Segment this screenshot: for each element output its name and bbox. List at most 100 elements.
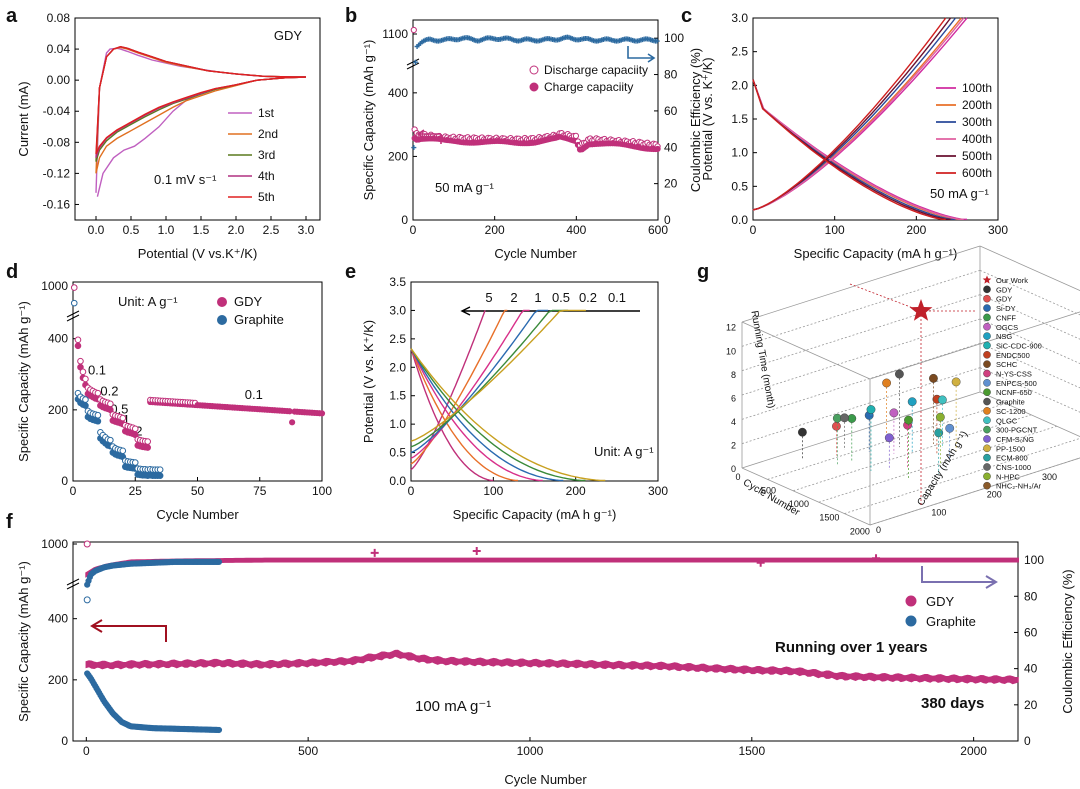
x-tick-label: 0 [735, 472, 740, 482]
legend-marker [217, 315, 227, 325]
ce-outlier [472, 547, 481, 556]
x-tick-label: 25 [129, 484, 143, 498]
rate-point [107, 400, 114, 408]
y-tick-label: 1.0 [731, 146, 748, 160]
axis-break [66, 310, 80, 318]
legend-label: GDY [234, 294, 263, 309]
y-tick-label: 3.5 [389, 275, 406, 289]
box-edge [741, 391, 981, 469]
rate-label: 2 [510, 290, 517, 305]
x-tick-label: 1.0 [158, 223, 175, 237]
x-tick-label: 2000 [850, 526, 870, 536]
work-marker [866, 405, 876, 414]
y-tick-label: 400 [48, 332, 68, 346]
discharge-curve-rate-1 [410, 348, 543, 482]
x-tick-label: 1.5 [193, 223, 210, 237]
y-tick-label: 400 [48, 612, 68, 626]
x-tick-label: 0 [83, 744, 90, 758]
y2-tick-label: 40 [664, 140, 678, 154]
legend-label: N-YS-CSS [996, 370, 1032, 379]
work-marker [934, 428, 944, 438]
x-axis-label: Cycle Number [156, 507, 239, 522]
box-edge [767, 403, 1006, 480]
legend-marker [983, 332, 991, 340]
arrow-left-axis [416, 129, 442, 144]
current-density-annotation: 100 mA g⁻¹ [415, 698, 491, 715]
legend-label: ECM-800 [996, 454, 1028, 463]
y-tick-label: 2.0 [731, 78, 748, 92]
y-axis-label: Specific Capacity (mAh g⁻¹) [16, 561, 31, 722]
legend-label: Graphite [234, 312, 284, 327]
unit-note: Unit: A g⁻¹ [118, 294, 178, 309]
x-axis-label: Cycle Number [494, 246, 577, 261]
work-marker [907, 397, 917, 407]
y2-axis-label: Coulombic Efficiency (%) [688, 48, 703, 192]
legend-marker [983, 463, 991, 471]
legend-label: GDY [996, 285, 1012, 294]
y-tick-label: 100 [931, 507, 946, 517]
y2-tick-label: 20 [1024, 698, 1038, 712]
legend-label: CNFF [996, 313, 1016, 322]
legend-marker [983, 379, 991, 387]
axis-break [66, 314, 80, 322]
x-axis-label: Cycle Number [741, 477, 802, 519]
charge-curve-rate-0.1 [410, 309, 586, 442]
legend-label: QLGC [996, 416, 1018, 425]
legend-label: Discharge capaciity [544, 63, 648, 77]
x-tick-label: 1500 [819, 513, 839, 523]
panel-letter: d [6, 261, 18, 283]
discharge-curve-rate-2 [410, 348, 518, 482]
rate-point [131, 459, 139, 466]
legend-marker [217, 297, 227, 307]
x-tick-label: 1000 [517, 744, 544, 758]
rate-point [94, 411, 102, 419]
legend-marker [983, 322, 991, 331]
rate-point [318, 410, 326, 417]
panel-letter: c [681, 5, 692, 27]
discharge-point [410, 26, 417, 34]
x-tick-label: 100 [312, 484, 332, 498]
panel-letter: b [345, 5, 357, 27]
legend-label: NHC₂-NH₃/Ar [996, 482, 1042, 491]
box-edge [869, 457, 1080, 526]
x-tick-label: 0.5 [123, 223, 140, 237]
ce-outlier [756, 558, 765, 567]
y-tick-label: 0.0 [389, 474, 406, 488]
legend-label: 100th [962, 81, 992, 95]
x-tick-label: 3.0 [298, 223, 315, 237]
z-tick-label: 2 [731, 440, 736, 450]
y-tick-label: 3.0 [731, 11, 748, 25]
panel-letter: g [697, 261, 709, 283]
work-marker [935, 412, 945, 422]
charge-point [654, 145, 661, 153]
legend-marker [983, 416, 991, 425]
rate-label: 1 [534, 290, 541, 305]
y-tick-label: 0.04 [47, 42, 71, 56]
x-axis-label: Potential (V vs.K⁺/K) [138, 246, 258, 261]
x-tick-label: 1500 [738, 744, 765, 758]
plot-area-b [412, 19, 659, 221]
legend-marker [983, 304, 991, 312]
y-tick-label: 0.0 [731, 213, 748, 227]
panel-letter: a [6, 5, 18, 27]
x-tick-label: 500 [761, 486, 776, 496]
y-axis-label: Current (mA) [16, 81, 31, 156]
cv-curve-3rd [95, 45, 307, 162]
box-edge [741, 467, 871, 526]
legend-label: PP-1500 [996, 444, 1025, 453]
legend-marker [905, 615, 917, 627]
work-marker [832, 421, 841, 431]
z-axis-label: Running Time (month) [748, 310, 776, 409]
rate-point [119, 447, 127, 455]
z-tick-label: 12 [726, 323, 736, 333]
capacity-point [83, 540, 91, 548]
x-tick-label: 100 [483, 484, 503, 498]
current-density-annotation: 50 mA g⁻¹ [435, 180, 495, 195]
unit-note: Unit: A g⁻¹ [594, 444, 654, 459]
plot-area-e [410, 281, 659, 482]
legend-label: Our Work [996, 276, 1028, 285]
box-edge [844, 437, 1080, 514]
y-tick-label: 0.5 [389, 446, 406, 460]
y2-tick-label: 80 [1024, 589, 1038, 603]
y-tick-label: 300 [1042, 472, 1057, 482]
